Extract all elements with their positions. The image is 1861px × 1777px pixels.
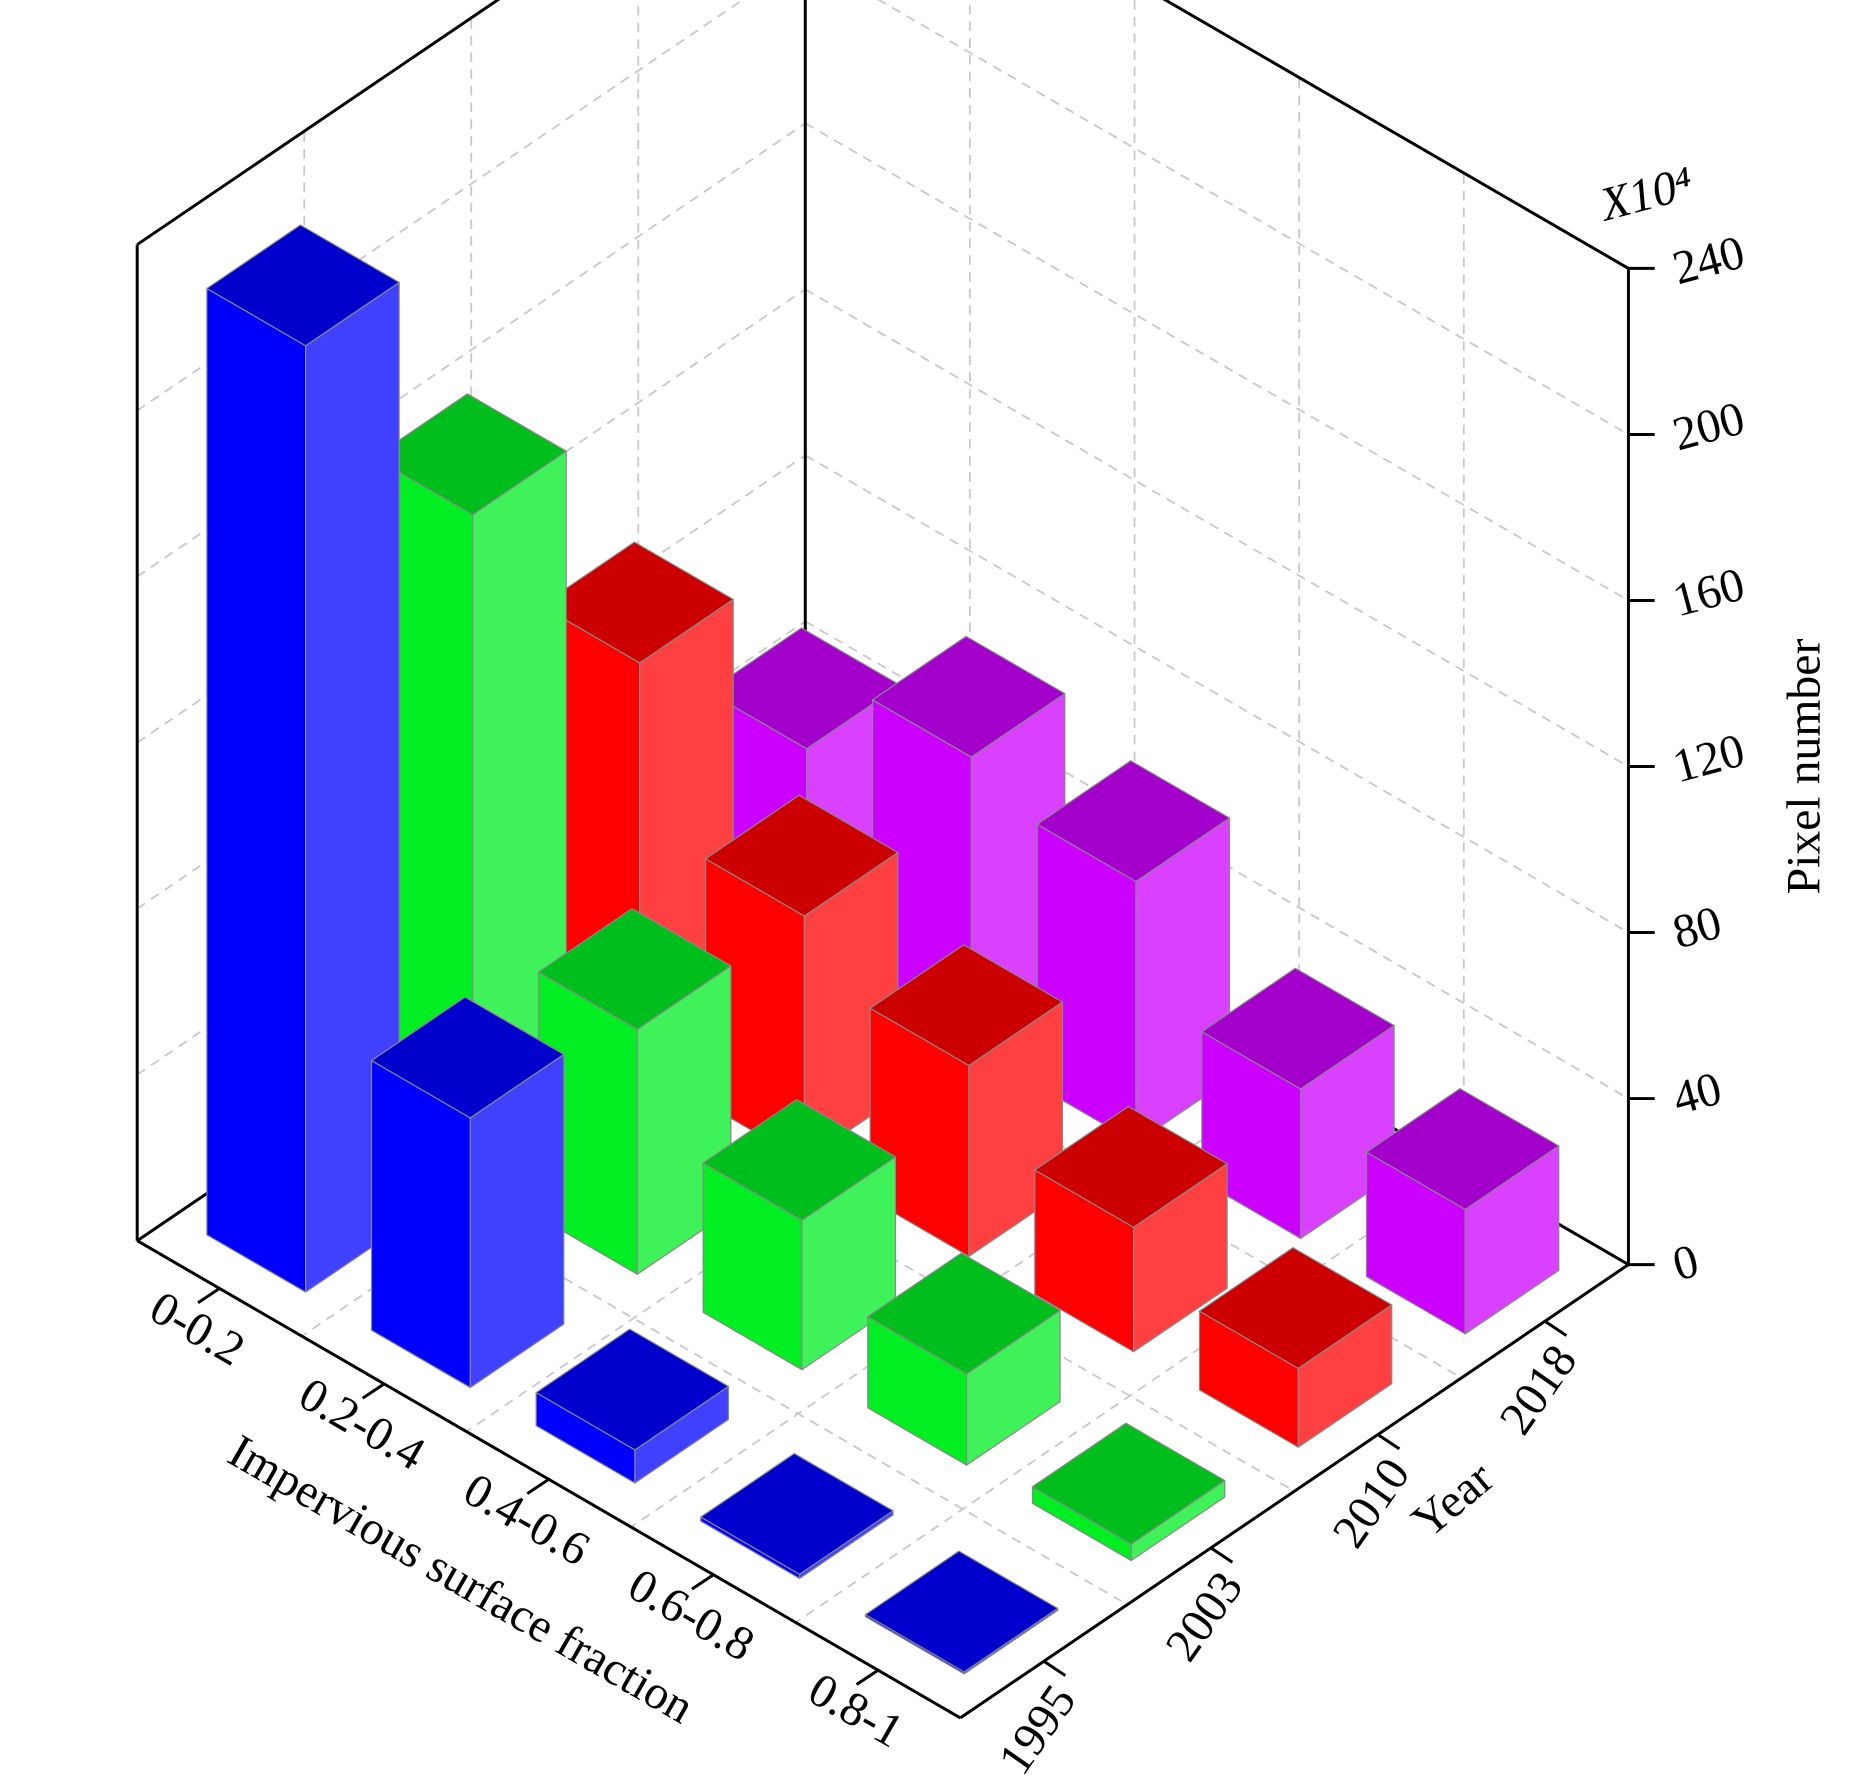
bar-front-face <box>206 287 307 1293</box>
x-tick <box>855 1668 879 1686</box>
bar <box>370 996 565 1389</box>
bar <box>535 1328 730 1484</box>
grid-line <box>877 0 1629 436</box>
bar <box>864 1550 1059 1675</box>
x-tick <box>361 1382 385 1400</box>
bar-top-face <box>704 794 899 917</box>
bar <box>1198 1247 1393 1448</box>
z-tick <box>1210 1546 1234 1564</box>
axis-line <box>959 1263 1630 1720</box>
x-tick <box>197 1287 221 1304</box>
z-tick <box>1043 1660 1067 1677</box>
y-axis-title: Pixel number <box>1777 639 1830 895</box>
bar-top-face <box>869 944 1064 1067</box>
axis-line <box>1162 0 1630 270</box>
bar-top-face <box>206 224 400 347</box>
bar-top-face <box>700 1452 894 1575</box>
z-tick <box>1544 1320 1568 1337</box>
bar-top-face <box>1034 1105 1228 1228</box>
bar-top-face <box>1031 1422 1226 1545</box>
bar-top-face <box>537 907 732 1030</box>
bar-top-face <box>1365 1088 1560 1210</box>
bar <box>700 1452 894 1580</box>
bar-top-face <box>373 393 567 516</box>
bar <box>1031 1422 1226 1562</box>
bar <box>1365 1088 1560 1335</box>
floor-grid <box>795 1168 1465 1624</box>
bar-top-face <box>702 1098 897 1221</box>
x-tick <box>526 1478 550 1495</box>
bar-top-face <box>535 1328 730 1451</box>
bar-top-face <box>1198 1247 1393 1369</box>
grid-line <box>804 288 1629 768</box>
bar <box>206 224 400 1293</box>
bar-top-face <box>370 996 565 1119</box>
bar-top-face <box>864 1550 1059 1673</box>
grid-line <box>804 454 1629 934</box>
bar <box>867 1252 1061 1466</box>
back-wall <box>805 0 1629 1265</box>
z-tick <box>1377 1433 1401 1451</box>
bar <box>537 907 732 1275</box>
bar-top-face <box>871 635 1066 758</box>
x-tick <box>691 1573 715 1591</box>
grid-line <box>804 122 1629 602</box>
bar <box>1034 1105 1228 1353</box>
bar-top-face <box>867 1252 1061 1375</box>
bar-top-face <box>1201 967 1395 1090</box>
axis-line <box>136 0 501 246</box>
bar-top-face <box>1036 760 1231 883</box>
bar <box>869 944 1064 1257</box>
bar-top-face <box>540 541 734 664</box>
bar <box>1036 760 1231 1144</box>
